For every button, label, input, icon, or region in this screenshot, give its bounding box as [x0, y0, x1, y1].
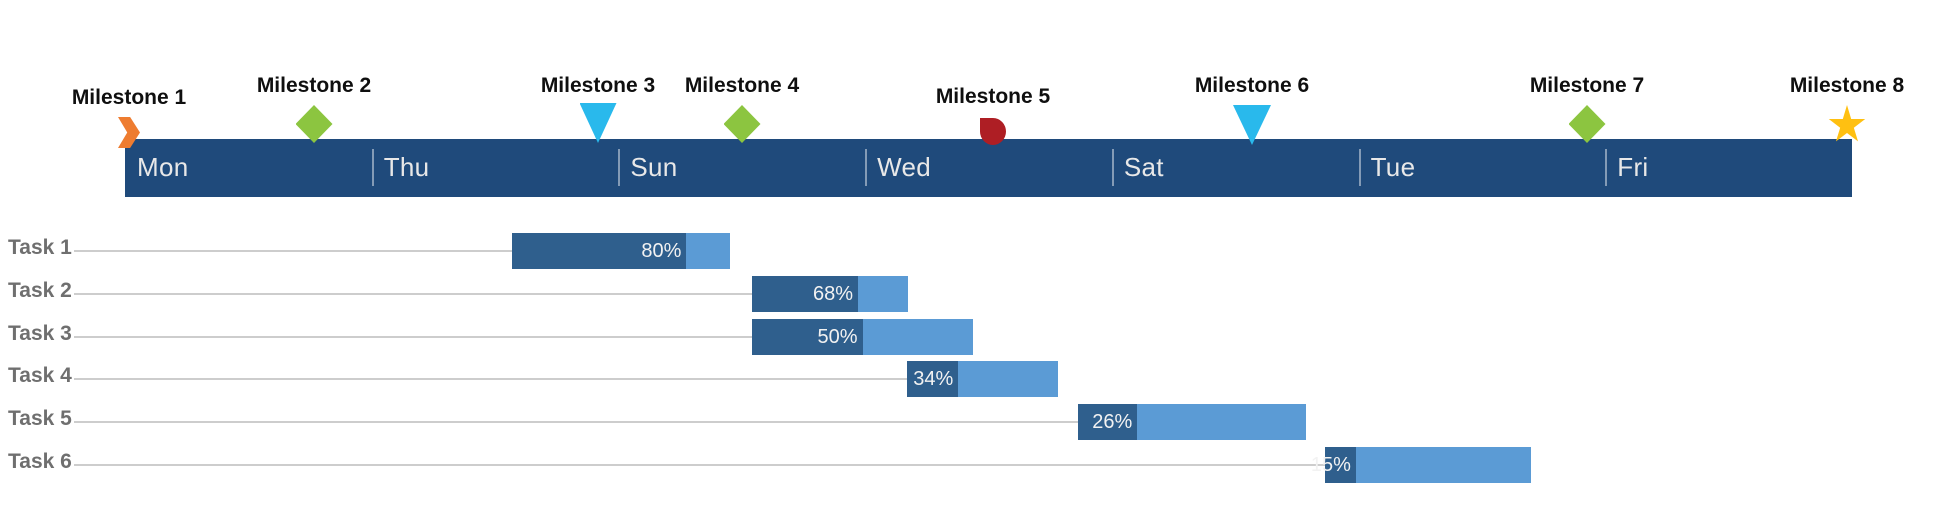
day-separator — [1605, 149, 1608, 186]
timeline-day-segment: Tue — [1358, 139, 1606, 197]
task-progress-fill: 68% — [752, 276, 859, 312]
task-progress-fill: 50% — [752, 319, 863, 355]
timeline-day-segment: Sun — [618, 139, 865, 197]
task-leader-line — [74, 250, 512, 252]
task-label: Task 2 — [8, 279, 72, 302]
day-separator — [1358, 149, 1361, 186]
milestone-label: Milestone 3 — [540, 74, 656, 97]
task-percent-label: 15% — [1310, 454, 1351, 476]
task-percent-label: 80% — [641, 240, 682, 262]
milestone-diamond-icon[interactable] — [723, 105, 761, 143]
timeline-band: Mon Thu Sun Wed Sat Tue Fri — [125, 139, 1852, 197]
task-percent-label: 50% — [817, 326, 858, 348]
day-separator — [865, 149, 868, 186]
task-leader-line — [74, 421, 1078, 423]
task-leader-line — [74, 378, 907, 380]
task-bar[interactable]: 26% — [1078, 404, 1306, 440]
milestone-teardrop-icon[interactable] — [980, 118, 1006, 145]
timeline-day-segment: Sat — [1111, 139, 1359, 197]
timeline-day-segment: Fri — [1605, 139, 1852, 197]
task-progress-fill: 34% — [907, 361, 959, 397]
day-label: Sat — [1123, 151, 1164, 182]
task-progress-fill: 26% — [1078, 404, 1138, 440]
task-label: Task 6 — [8, 450, 72, 473]
milestone-label: Milestone 8 — [1789, 74, 1905, 97]
task-bar[interactable]: 80% — [512, 233, 730, 269]
day-label: Wed — [877, 151, 931, 182]
timeline-day-segment: Wed — [865, 139, 1112, 197]
task-progress-fill: 15% — [1311, 447, 1356, 483]
task-leader-line — [74, 293, 752, 295]
day-label: Mon — [137, 151, 189, 182]
milestone-label: Milestone 5 — [935, 85, 1051, 108]
day-label: Tue — [1370, 151, 1416, 182]
milestone-diamond-icon[interactable] — [295, 105, 333, 143]
task-bar[interactable]: 15% — [1311, 447, 1531, 483]
milestone-diamond-icon[interactable] — [1568, 105, 1606, 143]
task-progress-fill: 80% — [512, 233, 687, 269]
day-separator — [371, 149, 374, 186]
timeline-day-segment: Thu — [371, 139, 619, 197]
task-bar[interactable]: 50% — [752, 319, 973, 355]
day-separator — [1111, 149, 1114, 186]
timeline-day-segment: Mon — [125, 139, 372, 197]
task-percent-label: 68% — [813, 283, 854, 305]
task-leader-line — [74, 336, 752, 338]
task-leader-line — [74, 464, 1325, 466]
milestone-label: Milestone 2 — [256, 74, 372, 97]
task-percent-label: 34% — [913, 368, 954, 390]
task-label: Task 3 — [8, 322, 72, 345]
task-bar[interactable]: 68% — [752, 276, 908, 312]
day-label: Sun — [630, 151, 678, 182]
task-label: Task 5 — [8, 407, 72, 430]
milestone-label: Milestone 1 — [71, 86, 187, 109]
day-label: Fri — [1617, 151, 1649, 182]
task-bar[interactable]: 34% — [907, 361, 1058, 397]
day-separator — [618, 149, 621, 186]
milestone-label: Milestone 4 — [684, 74, 800, 97]
milestone-triangle-icon[interactable] — [579, 103, 617, 143]
milestone-label: Milestone 6 — [1194, 74, 1310, 97]
day-label: Thu — [383, 151, 430, 182]
milestone-chevron-icon[interactable] — [118, 117, 140, 148]
milestone-label: Milestone 7 — [1529, 74, 1645, 97]
task-label: Task 4 — [8, 364, 72, 387]
task-label: Task 1 — [8, 236, 72, 259]
task-percent-label: 26% — [1092, 411, 1133, 433]
